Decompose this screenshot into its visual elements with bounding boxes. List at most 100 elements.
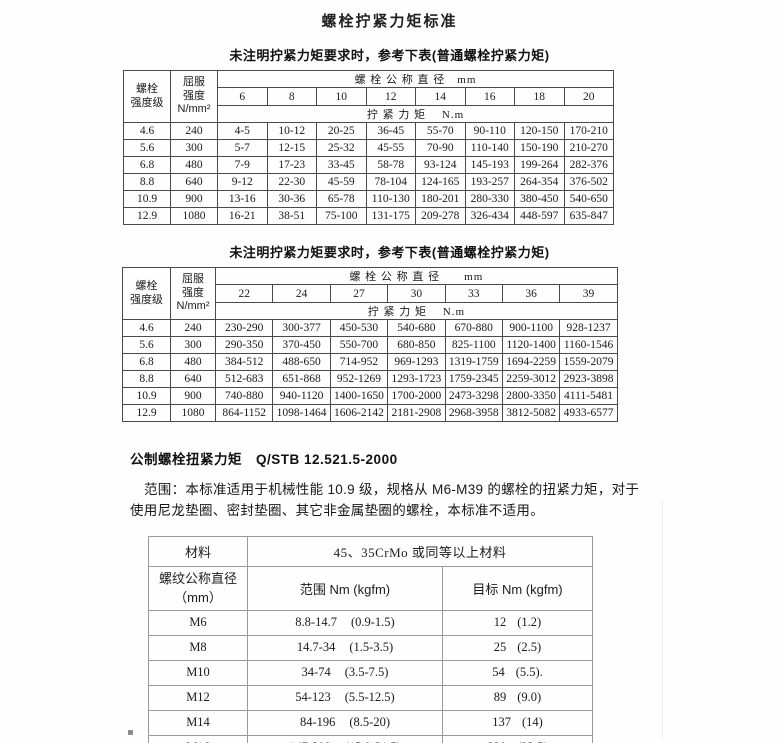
range-kgfm-value: (0.9-1.5) [350,615,395,630]
torque-cell: 120-150 [514,122,565,140]
yield-cell: 240 [170,319,216,337]
torque-table-large-body: 4.6 240 230-290 300-377 450-530 540-680 … [122,319,618,422]
size-cell: M16 [148,734,248,743]
torque-cell: 2923-3898 [559,370,618,388]
diameter-header-cell: 10 [316,87,367,106]
target-cell: 12 (1.2) [442,609,593,636]
table-row: 5.6 300 290-350 370-450 550-700 680-850 … [122,336,618,354]
torque-cell: 370-450 [272,336,331,354]
torque-cell: 1400-1650 [329,387,389,405]
torque-cell: 65-78 [316,190,367,208]
target-nm-value: 25 [493,640,507,655]
torque-cell: 193-257 [464,173,515,191]
size-cell: M6 [148,609,248,636]
target-cell: 54 (5.5). [442,659,593,686]
range-nm-value: 54-123 [295,690,331,705]
table-row: 4.6 240 230-290 300-377 450-530 540-680 … [122,319,618,337]
material-value-cell: 45、35CrMo 或同等以上材料 [247,535,593,567]
material-label-cell: 材料 [148,535,248,567]
diameter-header-cell: 6 [217,87,268,106]
table-row: M6 8.8-14.7 (0.9-1.5) 12 (1.2) [148,609,593,636]
torque-cell: 209-278 [415,207,466,225]
range-cell: 14.7-34 (1.5-3.5) [247,634,443,661]
target-cell: 89 (9.0) [442,684,593,711]
grade-cell: 10.9 [122,387,171,405]
grade-column-header: 螺栓 强度级 [123,70,171,123]
range-cell: 84-196 (8.5-20) [247,709,443,736]
target-kgfm-value: (2.5) [517,640,542,655]
yield-cell: 640 [170,370,216,388]
grade-cell: 12.9 [123,207,171,225]
metric-section-heading: 公制螺栓扭紧力矩 Q/STB 12.521.5-2000 [130,452,398,467]
torque-cell: 300-377 [272,319,331,337]
yield-cell: 1080 [170,404,216,422]
torque-cell: 170-210 [563,122,614,140]
size-cell: M10 [148,659,248,686]
torque-cell: 45-59 [316,173,367,191]
target-kgfm-value: (14) [521,715,543,730]
diameter-values-row: 6 8 10 12 14 16 18 20 [124,87,614,106]
target-kgfm-value: (1.2) [517,615,542,630]
diameter-header-cell: 8 [266,87,317,106]
torque-cell: 450-530 [329,319,389,337]
diameter-header-cell: 24 [272,284,331,303]
torque-cell: 145-193 [464,156,515,174]
grade-cell: 8.8 [123,173,171,191]
range-kgfm-value: (1.5-3.5) [349,640,394,655]
torque-cell: 16-21 [217,207,268,225]
torque-cell: 9-12 [217,173,268,191]
torque-cell: 2800-3350 [501,387,561,405]
grade-cell: 5.6 [123,139,171,157]
torque-cell: 864-1152 [214,404,274,422]
range-column-header: 范围 Nm (kgfm) [247,565,443,611]
torque-cell: 264-354 [514,173,565,191]
torque-cell: 22-30 [266,173,317,191]
range-nm-value: 34-74 [301,665,331,680]
scan-artifact-speck [128,730,133,735]
torque-cell: 714-952 [329,353,389,371]
diameter-header-cell: 22 [214,284,274,303]
torque-cell: 1319-1759 [444,353,503,371]
torque-cell: 326-434 [464,207,515,225]
torque-cell: 7-9 [217,156,268,174]
torque-cell: 13-16 [217,190,268,208]
torque-cell: 635-847 [563,207,614,225]
range-nm-value: 147-309 [289,740,331,743]
diameter-span-header: 螺 栓 公 称 直 径 mm [217,70,614,88]
torque-cell: 1160-1546 [559,336,618,354]
torque-table-small: 螺栓 强度级 屈服 强度 N/mm² 螺 栓 公 称 直 径 mm 6 8 10… [123,70,614,225]
diameter-header-cell: 36 [501,284,561,303]
metric-table-body: M6 8.8-14.7 (0.9-1.5) 12 (1.2) [148,609,593,743]
size-cell: M12 [148,684,248,711]
table-row: 5.6 300 5-7 12-15 25-32 45-55 70-90 110-… [123,139,614,157]
table-row: M16 147-309 (15.0-31.5) 230 (23.5) [148,734,593,743]
range-kgfm-value: (3.5-7.5) [344,665,389,680]
yield-column-header: 屈服 强度 N/mm² [170,70,218,123]
torque-cell: 540-680 [387,319,446,337]
torque-cell: 110-130 [365,190,416,208]
torque-cell: 131-175 [365,207,416,225]
range-kgfm-value: (15.0-31.5) [345,740,401,743]
range-cell: 54-123 (5.5-12.5) [247,684,443,711]
torque-cell: 280-330 [464,190,515,208]
yield-cell: 640 [170,173,218,191]
table-row: 8.8 640 512-683 651-868 952-1269 1293-17… [122,370,618,388]
torque-cell: 512-683 [214,370,274,388]
range-cell: 147-309 (15.0-31.5) [247,734,443,743]
torque-cell: 680-850 [387,336,446,354]
diameter-header-cell: 33 [444,284,503,303]
grade-cell: 6.8 [122,353,171,371]
table-row: 6.8 480 7-9 17-23 33-45 58-78 93-124 145… [123,156,614,174]
scope-paragraph: 范围：本标准适用于机械性能 10.9 级，规格从 M6-M39 的螺栓的扭紧力矩… [130,482,640,518]
target-kgfm-value: (9.0) [517,690,542,705]
torque-cell: 651-868 [272,370,331,388]
page-title: 螺栓拧紧力矩标准 [321,13,458,30]
range-nm-value: 14.7-34 [296,640,336,655]
diameter-header-cell: 18 [514,87,565,106]
torque-cell: 1559-2079 [559,353,618,371]
grade-cell: 4.6 [123,122,171,140]
target-cell: 230 (23.5) [442,734,593,743]
torque-cell: 940-1120 [272,387,331,405]
torque-cell: 3812-5082 [501,404,561,422]
torque-cell: 670-880 [444,319,503,337]
